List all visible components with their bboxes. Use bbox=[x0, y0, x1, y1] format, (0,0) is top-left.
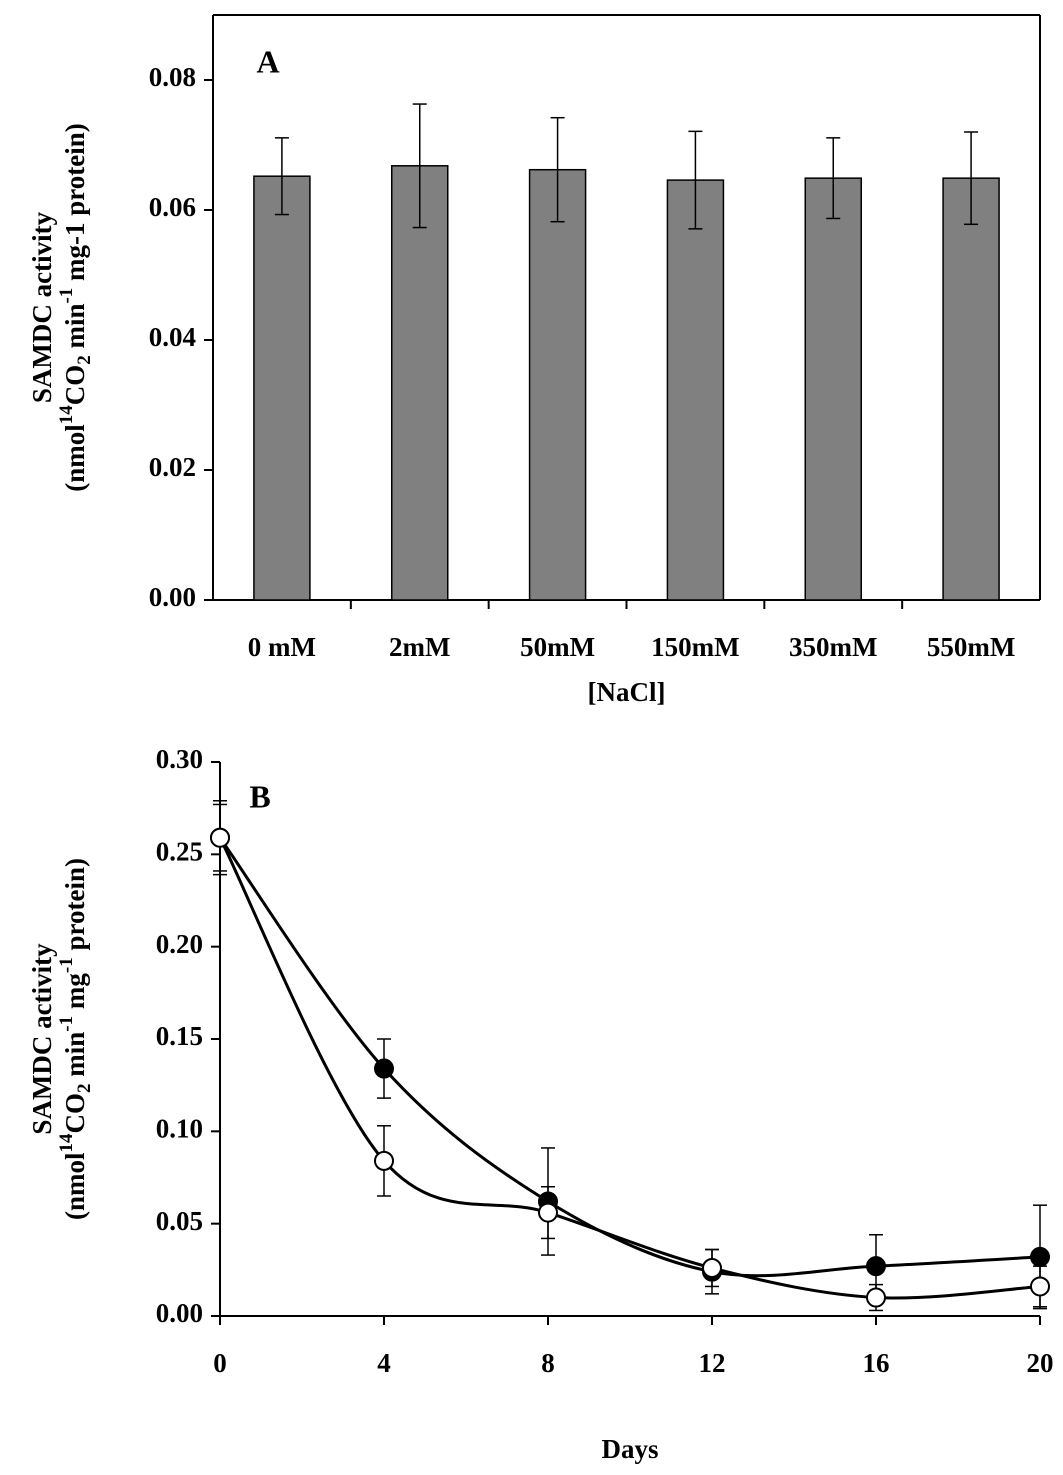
marker bbox=[866, 1256, 886, 1277]
x-tick-label: 20 bbox=[1027, 1348, 1054, 1378]
bar bbox=[528, 168, 587, 601]
error-bar bbox=[412, 103, 427, 229]
y-axis-label-part: mg-1 protein) bbox=[60, 123, 90, 287]
bar bbox=[804, 177, 862, 601]
y-tick-label: 0.30 bbox=[156, 744, 203, 774]
y-axis-label: SAMDC activity bbox=[27, 211, 57, 403]
marker bbox=[702, 1257, 722, 1278]
y-axis-label-part: CO bbox=[60, 365, 90, 406]
y-axis-label: (nmol14CO2 min-1 mg-1 protein) bbox=[56, 123, 95, 492]
y-axis-label-part: min bbox=[60, 304, 90, 356]
y-axis-label-part: -1 bbox=[56, 957, 77, 973]
bar bbox=[391, 165, 449, 601]
error-bar bbox=[550, 116, 565, 223]
y-tick-label: 0.25 bbox=[156, 837, 203, 867]
series-line bbox=[218, 836, 1041, 1278]
y-axis-label-part: 2 bbox=[74, 355, 95, 365]
x-tick-label: 150mM bbox=[651, 632, 739, 662]
y-axis-label-part: 14 bbox=[56, 405, 77, 425]
marker bbox=[374, 1058, 394, 1079]
x-tick-label: 16 bbox=[863, 1348, 890, 1378]
y-axis-label-part: CO bbox=[60, 1093, 90, 1134]
marker bbox=[1030, 1246, 1050, 1267]
y-axis-label-part: 2 bbox=[74, 1083, 95, 1093]
y-axis-label-part: 14 bbox=[56, 1133, 77, 1153]
marker bbox=[374, 1150, 394, 1171]
x-tick-label: 0 mM bbox=[248, 632, 316, 662]
series-line bbox=[218, 837, 1041, 1300]
y-axis-label-part: protein) bbox=[60, 858, 90, 957]
y-axis-label-part: SAMDC activity bbox=[27, 943, 57, 1135]
x-tick-label: 12 bbox=[699, 1348, 726, 1378]
y-axis-label-part: (nmol bbox=[60, 424, 90, 492]
y-tick-label: 0.10 bbox=[156, 1114, 203, 1144]
y-axis-label: SAMDC activity bbox=[27, 943, 57, 1135]
y-tick-label: 0.05 bbox=[156, 1206, 203, 1236]
bar bbox=[253, 175, 311, 601]
error-bar bbox=[964, 131, 979, 226]
y-tick-label: 0.06 bbox=[149, 192, 196, 222]
x-tick-label: 550mM bbox=[927, 632, 1015, 662]
x-tick-label: 4 bbox=[377, 1348, 391, 1378]
x-tick-label: 0 bbox=[213, 1348, 227, 1378]
x-axis-label: [NaCl] bbox=[588, 677, 666, 707]
y-axis-label-part: (nmol bbox=[60, 1152, 90, 1220]
y-tick-label: 0.15 bbox=[156, 1021, 203, 1051]
y-tick-label: 0.08 bbox=[149, 62, 196, 92]
bar bbox=[666, 179, 725, 601]
error-bar bbox=[688, 130, 703, 230]
y-axis-label-part: -1 bbox=[56, 288, 77, 304]
error-bar bbox=[274, 137, 289, 216]
y-tick-label: 0.00 bbox=[156, 1298, 203, 1328]
x-tick-label: 350mM bbox=[789, 632, 877, 662]
y-tick-label: 0.00 bbox=[149, 582, 196, 612]
panel-label: A bbox=[256, 43, 279, 79]
x-tick-label: 50mM bbox=[520, 632, 595, 662]
marker bbox=[210, 827, 230, 848]
y-tick-label: 0.04 bbox=[149, 322, 196, 352]
x-tick-label: 2mM bbox=[389, 632, 450, 662]
marker bbox=[1030, 1276, 1050, 1297]
x-tick-label: 8 bbox=[541, 1348, 555, 1378]
y-axis-label-part: mg bbox=[60, 973, 90, 1016]
y-axis-label-part: SAMDC activity bbox=[27, 211, 57, 403]
x-axis-label: Days bbox=[601, 1434, 658, 1464]
panel-label: B bbox=[249, 778, 270, 814]
y-tick-label: 0.02 bbox=[149, 452, 196, 482]
bar bbox=[942, 177, 1000, 601]
error-bar bbox=[826, 137, 841, 220]
y-axis-label-part: min bbox=[60, 1032, 90, 1084]
y-tick-label: 0.20 bbox=[156, 929, 203, 959]
y-axis-label-part: -1 bbox=[56, 1016, 77, 1032]
y-axis-label: (nmol14CO2 min-1 mg-1 protein) bbox=[56, 858, 95, 1220]
marker bbox=[866, 1287, 886, 1308]
marker bbox=[538, 1202, 558, 1223]
